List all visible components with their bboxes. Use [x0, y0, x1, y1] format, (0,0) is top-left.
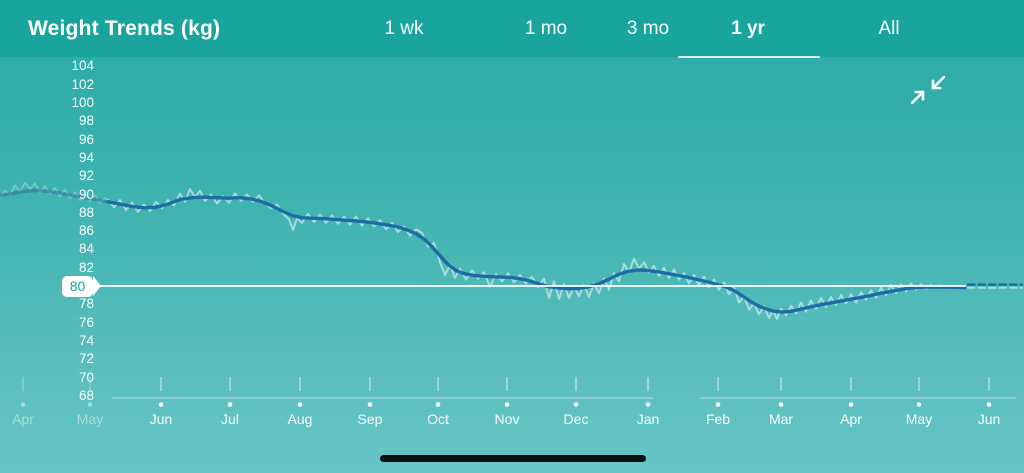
y-axis-label: 86	[78, 223, 94, 239]
tab-1-wk[interactable]: 1 wk	[384, 17, 424, 39]
month-dot	[916, 402, 922, 407]
x-axis-label-feb: Feb	[705, 411, 731, 427]
month-dot	[848, 402, 854, 407]
x-axis-label-apr: Apr	[840, 411, 862, 427]
month-dot	[367, 402, 373, 407]
series-raw-weight	[107, 188, 957, 320]
month-dot	[573, 402, 579, 407]
x-axis-label-jun: Jun	[977, 411, 1001, 427]
chart-header: Weight Trends (kg) 1 wk 1 mo 3 mo 1 yr All	[0, 0, 1024, 58]
series-trend	[106, 195, 967, 314]
series-trend-out-of-range	[0, 188, 110, 204]
y-axis-label: 76	[78, 314, 94, 330]
y-axis-label: 92	[78, 168, 94, 184]
month-dot	[645, 402, 651, 407]
page-title: Weight Trends (kg)	[28, 16, 221, 40]
x-axis-label-nov: Nov	[494, 411, 520, 427]
x-axis-label-may: May	[905, 411, 933, 427]
y-axis-label: 98	[78, 113, 94, 129]
y-axis-label: 96	[78, 131, 94, 147]
goal-weight-badge: 80	[62, 275, 101, 297]
month-dot	[20, 402, 26, 407]
y-axis-label: 70	[78, 369, 94, 385]
tab-1-yr[interactable]: 1 yr	[731, 17, 765, 39]
y-axis-label: 90	[78, 186, 94, 202]
month-dot	[715, 402, 721, 407]
x-axis-label-apr: Apr	[12, 411, 34, 427]
tab-all[interactable]: All	[878, 17, 900, 39]
x-axis-label-jan: Jan	[636, 411, 660, 427]
x-axis-label-oct: Oct	[427, 411, 449, 427]
y-axis-label: 72	[78, 351, 94, 367]
x-axis-label-sep: Sep	[357, 411, 383, 427]
y-axis-label: 94	[78, 149, 94, 165]
x-axis-label-dec: Dec	[563, 411, 589, 427]
month-dot	[297, 402, 303, 407]
x-axis-label-may: May	[76, 411, 104, 427]
tab-1-mo[interactable]: 1 mo	[524, 17, 568, 39]
y-axis-label: 68	[78, 387, 94, 403]
month-dot	[227, 402, 233, 407]
month-dot	[87, 402, 93, 407]
month-dot	[778, 402, 784, 407]
tab-3-mo[interactable]: 3 mo	[626, 17, 670, 39]
month-dot	[504, 402, 510, 407]
x-axis-label-jul: Jul	[221, 411, 239, 427]
collapse-arrows-icon	[910, 75, 946, 105]
x-axis-label-aug: Aug	[287, 411, 313, 427]
month-dot	[435, 402, 441, 407]
y-axis-label: 104	[71, 58, 94, 74]
y-axis-label: 78	[78, 296, 94, 312]
y-axis-label: 88	[78, 204, 94, 220]
month-dot	[158, 402, 164, 407]
y-axis-label: 74	[78, 332, 94, 348]
goal-weight-value: 80	[69, 277, 86, 294]
collapse-chart-button[interactable]	[906, 70, 950, 110]
y-axis-label: 100	[71, 95, 94, 110]
y-axis-label: 82	[78, 259, 94, 275]
x-axis-label-jun: Jun	[149, 411, 173, 427]
active-tab-underline	[678, 55, 820, 58]
y-axis-label: 84	[78, 241, 94, 257]
month-dot	[986, 402, 992, 407]
y-axis-label: 102	[71, 76, 94, 92]
x-axis-label-mar: Mar	[768, 411, 794, 427]
home-indicator[interactable]	[380, 455, 646, 462]
